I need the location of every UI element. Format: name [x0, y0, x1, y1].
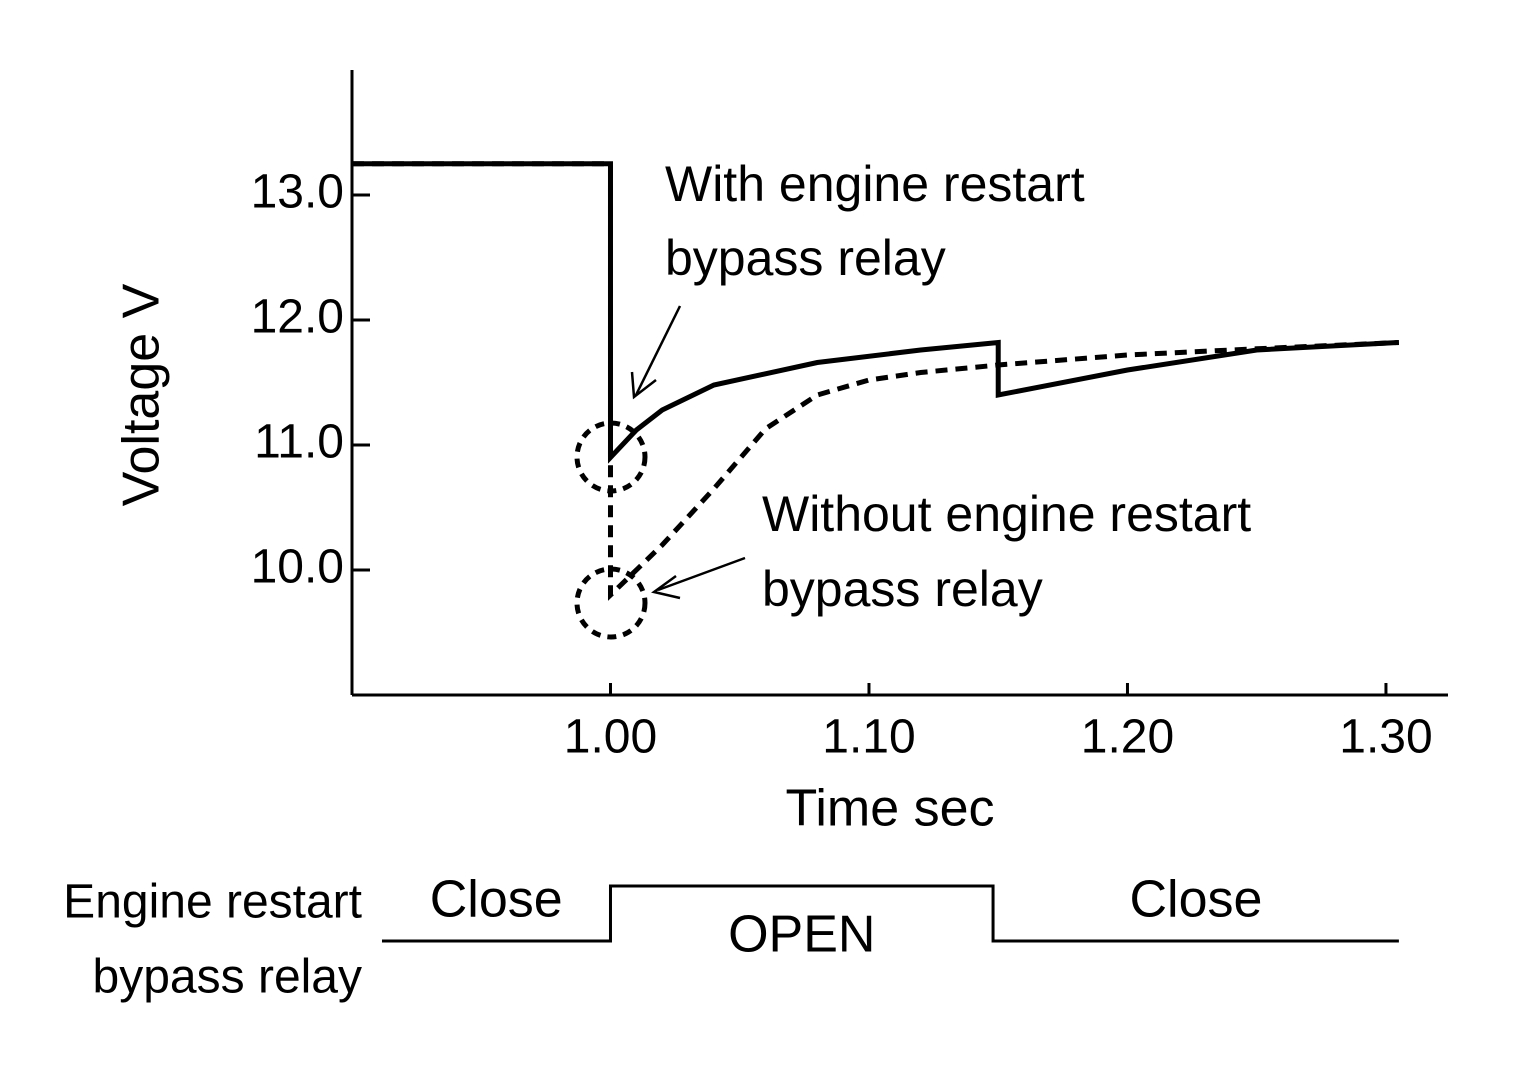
x-axis-label: Time sec	[786, 780, 995, 838]
annotation: bypass relay	[762, 561, 1043, 617]
annotation: With engine restart	[665, 156, 1085, 212]
arrows	[630, 305, 746, 600]
y-tick-label: 12.0	[251, 291, 344, 344]
y-axis-label: Voltage V	[113, 283, 171, 506]
x-tick-label: 1.30	[1339, 711, 1432, 764]
series-line	[352, 161, 1400, 464]
y-tick-label: 13.0	[251, 166, 344, 219]
annotation: bypass relay	[665, 230, 946, 286]
series-line	[352, 161, 1399, 601]
relay-signal	[381, 884, 1399, 943]
x-tick-label: 1.20	[1081, 711, 1174, 764]
relay-state-label: Close	[1129, 871, 1262, 929]
y-tick-label: 10.0	[251, 541, 344, 594]
x-tick-label: 1.00	[564, 711, 657, 764]
relay-label: Engine restart	[63, 876, 362, 929]
relay-state-label: Close	[430, 871, 563, 929]
relay-label: bypass relay	[93, 951, 362, 1004]
annotation: Without engine restart	[762, 486, 1251, 542]
y-tick-label: 11.0	[254, 416, 344, 469]
relay-state-label: OPEN	[728, 906, 875, 964]
x-tick-label: 1.10	[822, 711, 915, 764]
